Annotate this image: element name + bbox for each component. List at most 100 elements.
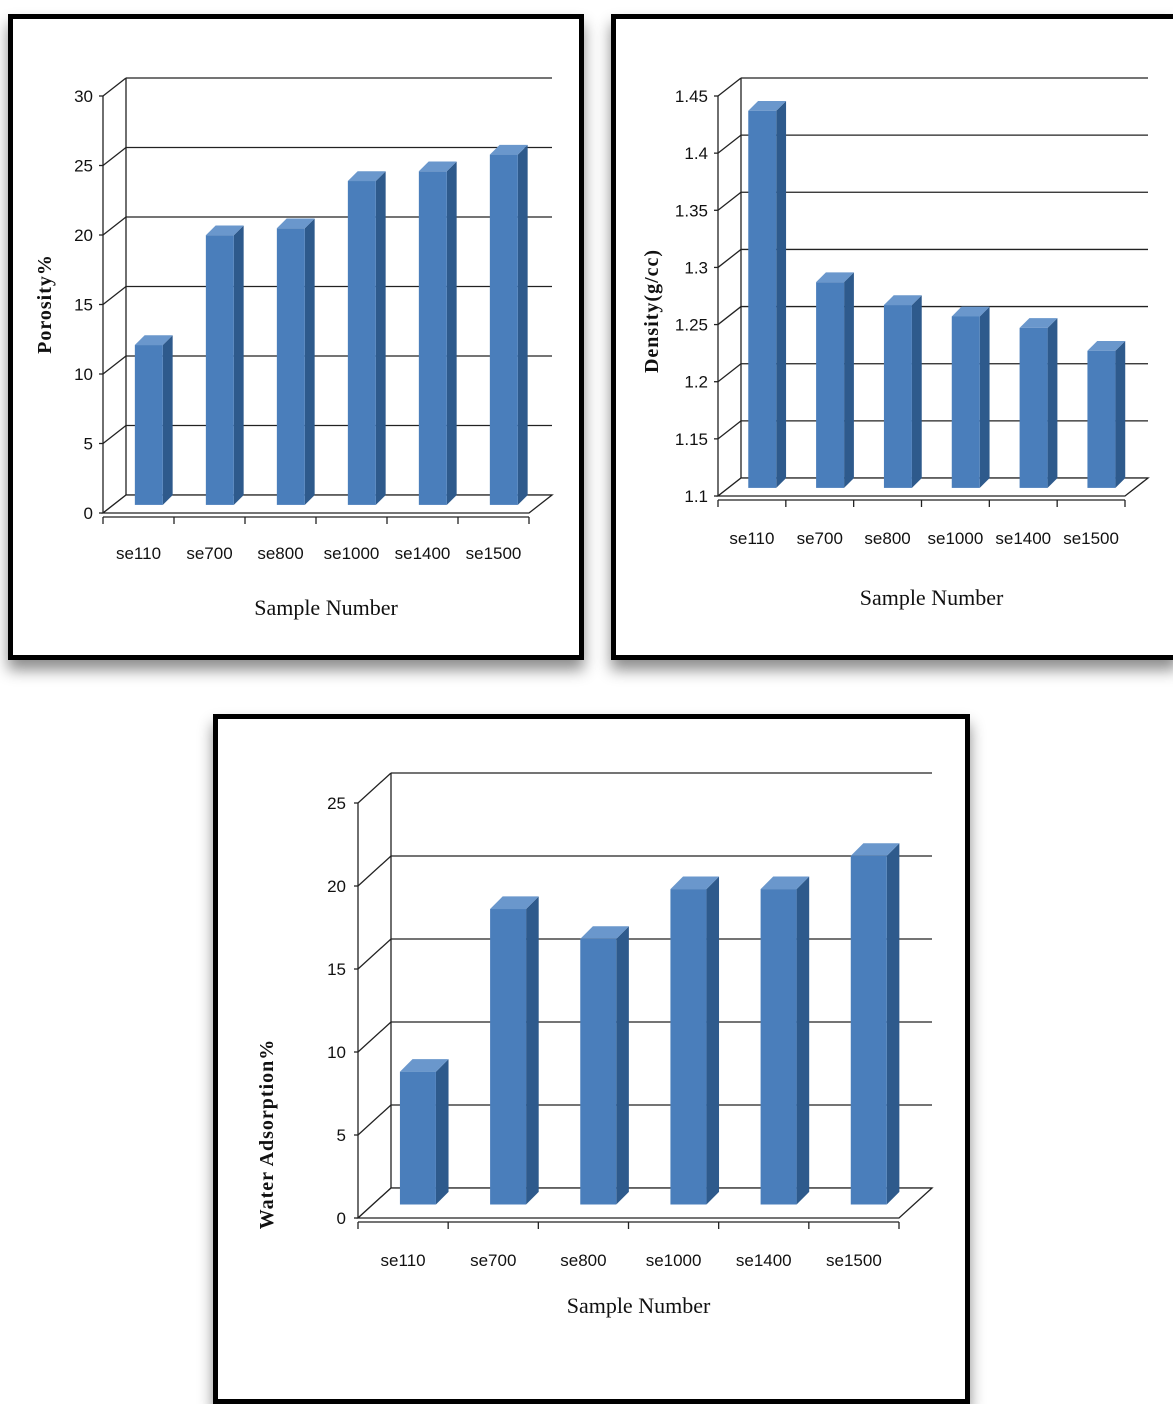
bar-front	[760, 889, 797, 1205]
bar-top	[1019, 318, 1058, 328]
bar-side	[1047, 318, 1058, 488]
floor	[101, 494, 554, 514]
bar-se110	[399, 1059, 449, 1205]
bar-front	[276, 228, 305, 505]
bar-top	[580, 926, 629, 939]
x-tick-label: se700	[470, 1251, 516, 1270]
bar-top	[951, 306, 990, 317]
x-tick-label: se1500	[466, 544, 522, 563]
y-tick-label: 1.45	[675, 87, 708, 106]
side-wall-gridline	[717, 134, 742, 154]
y-axis-title: Water Adsorption%	[256, 1039, 278, 1230]
x-tick-label: se110	[729, 529, 774, 548]
bar-top	[850, 843, 900, 856]
y-tick-label: 20	[327, 877, 346, 896]
y-tick-label: 30	[74, 87, 93, 106]
bar-top	[347, 171, 386, 182]
porosity-chart-panel: 0 5 10 15 20 25 30 se110 se700 se800 se1000 se1400 s…	[8, 14, 584, 660]
bar-front	[748, 110, 777, 488]
bar-side	[911, 295, 922, 488]
bar-side	[375, 171, 386, 505]
y-tick-label: 15	[74, 296, 93, 315]
x-tick-label: se700	[186, 544, 232, 563]
side-wall-gridline	[357, 772, 392, 804]
bar-front	[418, 171, 447, 505]
y-tick-label: 1.25	[675, 316, 708, 335]
y-axis-title: Porosity%	[34, 254, 56, 354]
x-tick-label: se1400	[995, 529, 1051, 548]
bar-side	[616, 926, 629, 1205]
x-tick-label: se110	[381, 1251, 426, 1270]
bar-side	[517, 144, 528, 505]
bar-se1000	[347, 171, 386, 505]
bar-front	[205, 235, 234, 505]
side-wall-gridline	[717, 420, 742, 440]
bar-top	[276, 218, 315, 229]
bar-side	[233, 225, 244, 505]
side-wall-gridline	[357, 938, 392, 970]
bar-top	[399, 1059, 449, 1072]
bar-side	[979, 306, 990, 488]
bar-se700	[816, 272, 854, 488]
x-tick-label: se800	[864, 529, 910, 548]
bar-front	[1087, 350, 1116, 488]
bar-side	[796, 876, 810, 1205]
bar-front	[489, 154, 518, 505]
density-chart-panel: 1.1 1.15 1.2 1.25 1.3 1.35 1.4 1.45 se110 se700 se…	[611, 14, 1173, 660]
porosity-chart: 0 5 10 15 20 25 30 se110 se700 se800 se1000 se1400 s…	[34, 77, 554, 620]
bar-top	[748, 100, 787, 111]
x-tick-label: se1000	[928, 529, 984, 548]
side-wall-gridline	[102, 146, 127, 167]
bar-se1500	[1087, 340, 1126, 488]
bar-front	[883, 305, 912, 488]
bar-front	[490, 909, 527, 1205]
side-wall-gridline	[357, 1021, 392, 1053]
side-wall-gridline	[717, 248, 742, 268]
bar-front	[850, 855, 887, 1205]
bar-side	[706, 876, 720, 1205]
bar-se1000	[951, 306, 990, 488]
x-tick-label: se110	[116, 544, 161, 563]
bar-top	[816, 272, 854, 283]
bar-side	[844, 272, 854, 488]
bar-top	[134, 335, 173, 346]
side-wall-gridline	[717, 306, 742, 326]
bar-se800	[276, 218, 315, 505]
y-tick-label: 10	[327, 1043, 346, 1062]
bar-se800	[580, 926, 629, 1205]
bar-se800	[883, 295, 922, 488]
bar-top	[490, 896, 539, 910]
bar-side	[886, 843, 900, 1205]
water-adsorption-chart-panel: 0 5 10 15 20 25 se110 se700 se800 se1000 se1400 se1…	[213, 714, 970, 1404]
bar-top	[670, 876, 720, 890]
bar-side	[446, 161, 457, 505]
bar-se1000	[670, 876, 720, 1205]
bar-front	[347, 181, 376, 505]
side-wall-gridline	[717, 191, 742, 211]
side-wall-gridline	[357, 1104, 392, 1136]
x-tick-label: se1500	[1063, 529, 1119, 548]
water-adsorption-chart: 0 5 10 15 20 25 se110 se700 se800 se1000 se1400 se1…	[256, 772, 934, 1318]
bar-se1500	[850, 843, 900, 1205]
y-tick-label: 20	[74, 226, 93, 245]
bar-top	[1087, 340, 1126, 351]
bar-top	[883, 295, 922, 306]
bar-front	[670, 889, 707, 1205]
bar-front	[816, 282, 845, 488]
y-tick-label: 1.2	[684, 373, 708, 392]
y-tick-label: 25	[74, 157, 93, 176]
x-axis-title: Sample Number	[860, 585, 1004, 610]
density-chart: 1.1 1.15 1.2 1.25 1.3 1.35 1.4 1.45 se110 se700 se…	[641, 77, 1150, 610]
bar-front	[399, 1071, 436, 1205]
x-tick-label: se1500	[826, 1251, 882, 1270]
y-tick-label: 0	[337, 1209, 346, 1228]
bar-front	[134, 345, 163, 505]
y-tick-label: 25	[327, 794, 346, 813]
x-tick-label: se1400	[395, 544, 451, 563]
bar-front	[1019, 327, 1048, 488]
side-wall-gridline	[717, 77, 742, 97]
y-tick-label: 15	[327, 960, 346, 979]
bar-side	[526, 896, 539, 1205]
side-wall-gridline	[357, 855, 392, 887]
bar-se700	[490, 896, 539, 1205]
